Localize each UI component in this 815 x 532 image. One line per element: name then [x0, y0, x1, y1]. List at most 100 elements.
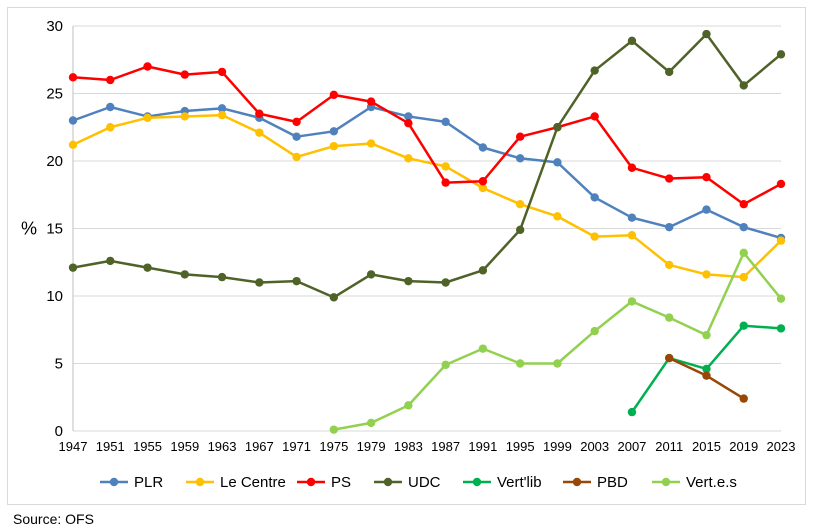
- data-point: [739, 222, 748, 232]
- data-point: [776, 236, 786, 245]
- data-point: [478, 143, 488, 152]
- data-point: [255, 109, 264, 118]
- data-point: [68, 263, 78, 272]
- legend-label: PBD: [597, 474, 628, 491]
- series-line: [72, 32, 782, 299]
- data-point: [776, 294, 786, 303]
- data-point: [590, 112, 599, 121]
- x-tick-label: 1959: [170, 439, 199, 454]
- data-point: [553, 123, 562, 132]
- series-PBD: [665, 353, 748, 403]
- legend-swatch-marker: [661, 477, 671, 487]
- data-point: [366, 139, 376, 148]
- legend-label: PS: [331, 474, 351, 491]
- gridlines: [72, 25, 781, 432]
- data-point: [441, 278, 450, 287]
- data-point: [702, 270, 711, 279]
- data-point: [590, 66, 599, 75]
- data-point: [627, 231, 637, 240]
- data-point: [106, 102, 115, 112]
- data-point: [441, 360, 450, 370]
- data-point: [515, 359, 525, 368]
- data-point: [702, 205, 711, 214]
- data-point: [627, 213, 637, 222]
- data-point: [180, 70, 189, 79]
- data-point: [776, 324, 786, 333]
- data-point: [180, 270, 189, 279]
- x-tick-label: 1963: [208, 439, 237, 454]
- series-line: [72, 113, 782, 279]
- x-tick-label: 2019: [729, 439, 758, 454]
- series-line: [72, 105, 782, 240]
- legend-swatch-marker: [195, 477, 205, 487]
- y-tick-label: 0: [55, 423, 63, 440]
- x-tick-label: 1983: [394, 439, 423, 454]
- data-point: [329, 141, 339, 151]
- legend-item-PBD: PBD: [563, 474, 628, 491]
- data-point: [739, 394, 748, 403]
- y-tick-label: 30: [46, 18, 63, 35]
- data-point: [478, 266, 488, 275]
- y-tick-label: 15: [46, 221, 63, 238]
- data-point: [366, 418, 376, 428]
- data-point: [776, 179, 786, 189]
- data-point: [106, 256, 115, 266]
- data-point: [739, 200, 748, 209]
- data-point: [665, 222, 674, 232]
- legend-item-UDC: UDC: [374, 474, 441, 491]
- data-point: [143, 263, 152, 272]
- data-point: [702, 330, 711, 340]
- data-point: [217, 110, 227, 120]
- x-tick-label: 1999: [543, 439, 572, 454]
- x-tick-label: 1971: [282, 439, 311, 454]
- data-point: [180, 112, 189, 121]
- data-point: [366, 270, 376, 279]
- legend-label: UDC: [408, 474, 441, 491]
- data-point: [739, 272, 748, 282]
- x-tick-label: 1947: [59, 439, 88, 454]
- y-axis-label: %: [21, 219, 37, 239]
- legend-swatch-marker: [472, 477, 482, 487]
- data-point: [665, 67, 674, 77]
- y-tick-label: 10: [46, 288, 63, 305]
- legend-item-Vert.e.s: Vert.e.s: [652, 474, 737, 491]
- x-tick-label: 2003: [580, 439, 609, 454]
- data-point: [404, 154, 413, 163]
- data-point: [68, 140, 78, 149]
- data-point: [106, 123, 115, 132]
- legend-item-Vert'lib: Vert'lib: [463, 474, 542, 491]
- y-tick-label: 25: [46, 86, 63, 103]
- data-point: [627, 407, 637, 417]
- data-point: [665, 313, 674, 322]
- data-point: [553, 359, 562, 368]
- data-point: [627, 163, 637, 172]
- legend-item-PS: PS: [297, 474, 351, 491]
- data-point: [292, 117, 301, 127]
- data-point: [702, 371, 711, 380]
- data-point: [553, 158, 562, 167]
- data-point: [515, 132, 525, 141]
- x-tick-label: 2007: [617, 439, 646, 454]
- legend-swatch-marker: [109, 477, 119, 487]
- data-point: [404, 112, 413, 121]
- data-point: [627, 297, 637, 306]
- legend-swatch-marker: [306, 477, 316, 487]
- data-point: [702, 29, 711, 39]
- series-UDC: [68, 29, 786, 302]
- data-point: [590, 232, 599, 241]
- x-tick-label: 1979: [357, 439, 386, 454]
- x-tick-label: 2011: [655, 439, 683, 454]
- x-tick-label: 2023: [767, 439, 796, 454]
- data-point: [68, 73, 78, 82]
- series-PLR: [68, 102, 786, 243]
- data-point: [776, 50, 786, 59]
- x-tick-label: 1951: [96, 439, 125, 454]
- data-point: [329, 127, 339, 136]
- data-point: [329, 425, 339, 434]
- legend-label: Vert.e.s: [686, 474, 737, 491]
- series-line: [72, 65, 782, 206]
- data-point: [702, 364, 711, 374]
- chart-frame: 0 5 10 15 20 25 30 1947 1951 1955 1959 1963 1967 197…: [7, 7, 806, 505]
- data-point: [255, 128, 264, 137]
- data-point: [553, 212, 562, 221]
